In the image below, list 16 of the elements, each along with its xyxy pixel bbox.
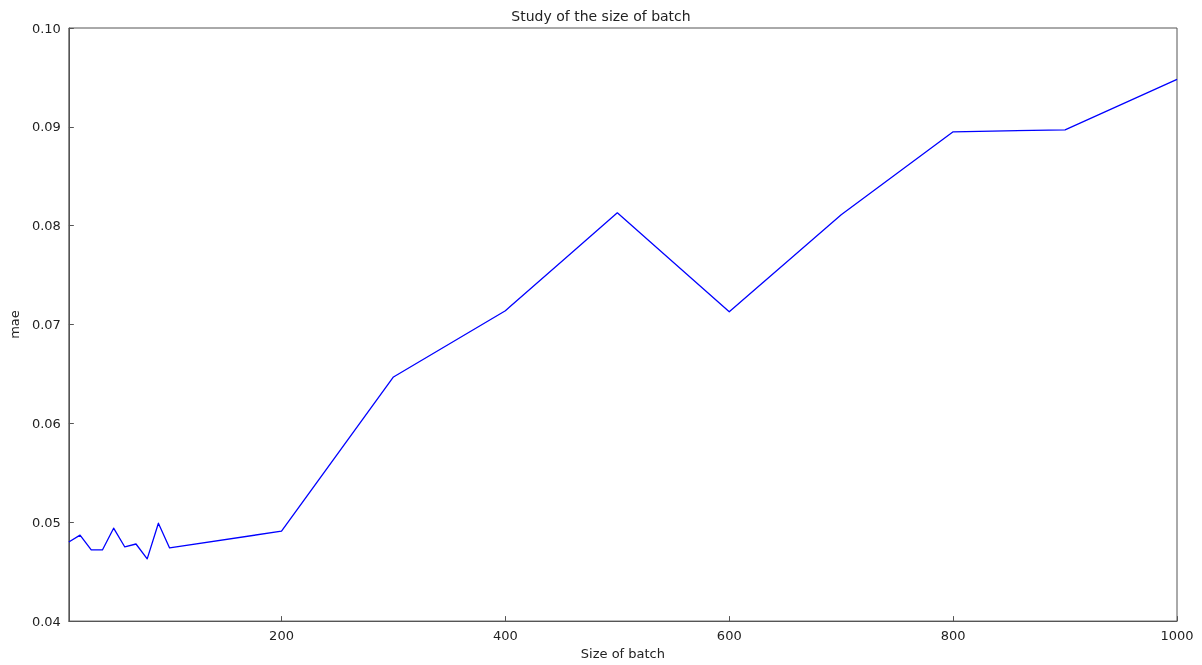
x-tick-label: 800 xyxy=(940,628,966,644)
y-tick-label: 0.09 xyxy=(31,119,61,135)
y-tick-label: 0.05 xyxy=(31,514,61,530)
y-tick-label: 0.10 xyxy=(31,20,61,36)
y-axis-title: mae xyxy=(7,310,22,339)
y-tick-label: 0.04 xyxy=(31,613,61,629)
x-axis-title: Size of batch xyxy=(580,646,666,661)
y-tick-label: 0.07 xyxy=(31,317,61,333)
y-tick-label: 0.06 xyxy=(31,415,61,431)
x-tick-label: 600 xyxy=(716,628,742,644)
x-tick-label: 400 xyxy=(492,628,518,644)
x-tick-label: 200 xyxy=(269,628,294,644)
y-tick-label: 0.08 xyxy=(31,218,61,234)
line-series xyxy=(68,78,1178,560)
chart-title: Study of the size of batch xyxy=(511,8,691,24)
x-tick-label: 1000 xyxy=(1160,628,1194,644)
